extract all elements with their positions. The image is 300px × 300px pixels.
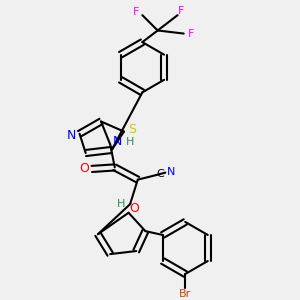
Text: N: N bbox=[66, 129, 76, 142]
Text: F: F bbox=[188, 28, 194, 39]
Text: C: C bbox=[156, 169, 164, 179]
Text: H: H bbox=[126, 137, 134, 147]
Text: O: O bbox=[79, 162, 89, 176]
Text: O: O bbox=[129, 202, 139, 215]
Text: F: F bbox=[177, 6, 184, 16]
Text: H: H bbox=[117, 199, 125, 209]
Text: N: N bbox=[113, 136, 122, 148]
Text: N: N bbox=[167, 167, 175, 177]
Text: Br: Br bbox=[179, 289, 191, 299]
Text: S: S bbox=[128, 123, 136, 136]
Text: F: F bbox=[133, 7, 140, 17]
